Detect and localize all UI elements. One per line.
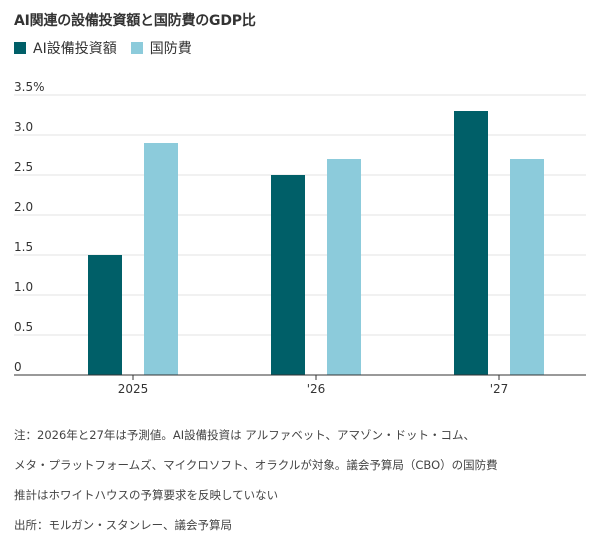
y-tick-label: 0: [14, 360, 22, 374]
legend-item-ai-capex: AI設備投資額: [14, 38, 117, 58]
legend-item-defense: 国防費: [130, 38, 192, 58]
footnote-line-3: 推計はホワイトハウスの予算要求を反映していない: [14, 488, 279, 502]
bar-defense-2: [510, 159, 544, 375]
y-tick-label: 3.0: [14, 120, 33, 134]
bar-chart: 0 0.5 1.0 1.5 2.0 2.5 3.0 3.5% 2025 '26 '27: [14, 80, 586, 396]
bar-ai-capex-1: [271, 175, 305, 375]
x-tick-label: 2025: [118, 382, 149, 396]
y-tick-label: 3.5%: [14, 80, 45, 94]
x-axis-ticks: 2025 '26 '27: [118, 375, 509, 396]
legend-swatch-ai-capex: [14, 42, 26, 54]
y-tick-label: 0.5: [14, 320, 33, 334]
footnote: 注：2026年と27年は予測値。AI設備投資は アルファベット、アマゾン・ドット…: [14, 413, 590, 548]
legend: AI設備投資額 国防費: [14, 38, 206, 58]
x-tick-label: '27: [490, 382, 509, 396]
footnote-line-1: 注：2026年と27年は予測値。AI設備投資は アルファベット、アマゾン・ドット…: [14, 428, 475, 442]
bar-defense-0: [144, 143, 178, 375]
legend-label-ai-capex: AI設備投資額: [33, 41, 117, 57]
bar-ai-capex-0: [88, 255, 122, 375]
x-tick-label: '26: [307, 382, 326, 396]
y-tick-label: 1.0: [14, 280, 33, 294]
footnote-line-2: メタ・プラットフォームズ、マイクロソフト、オラクルが対象。議会予算局（CBO）の…: [14, 458, 498, 472]
bar-defense-1: [327, 159, 361, 375]
y-tick-label: 1.5: [14, 240, 33, 254]
y-axis-ticks: 0 0.5 1.0 1.5 2.0 2.5 3.0 3.5%: [14, 80, 45, 374]
legend-label-defense: 国防費: [149, 41, 192, 57]
chart-title: AI関連の設備投資額と国防費のGDP比: [14, 13, 256, 29]
bars: [88, 111, 544, 375]
bar-ai-capex-2: [454, 111, 488, 375]
legend-swatch-defense: [130, 42, 143, 54]
y-tick-label: 2.0: [14, 200, 33, 214]
footnote-source: 出所：モルガン・スタンレー、議会予算局: [14, 518, 233, 532]
y-tick-label: 2.5: [14, 160, 33, 174]
